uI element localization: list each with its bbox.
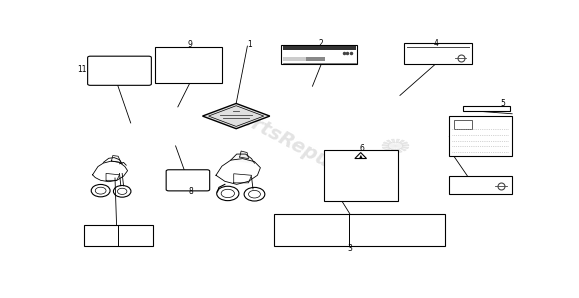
Text: 3: 3 xyxy=(347,244,352,253)
Polygon shape xyxy=(203,103,270,129)
Text: PartsRepublik: PartsRepublik xyxy=(225,102,368,190)
Text: 11: 11 xyxy=(77,65,87,74)
Polygon shape xyxy=(355,153,367,159)
Bar xyxy=(281,45,357,64)
Wedge shape xyxy=(395,142,408,146)
Text: 2: 2 xyxy=(318,39,323,48)
Bar xyxy=(283,57,306,61)
Wedge shape xyxy=(395,146,402,153)
Polygon shape xyxy=(231,154,254,163)
Bar xyxy=(283,57,325,61)
Text: 8: 8 xyxy=(189,187,193,196)
Wedge shape xyxy=(386,140,395,146)
Wedge shape xyxy=(395,146,406,151)
FancyBboxPatch shape xyxy=(166,170,210,191)
Bar xyxy=(283,46,356,50)
Wedge shape xyxy=(382,146,395,149)
Polygon shape xyxy=(240,151,248,159)
Wedge shape xyxy=(395,145,409,146)
Bar xyxy=(274,214,445,246)
Bar xyxy=(324,150,398,201)
Text: 1: 1 xyxy=(247,41,252,49)
Circle shape xyxy=(389,142,402,150)
Wedge shape xyxy=(395,139,400,146)
Text: 4: 4 xyxy=(434,39,438,48)
Bar xyxy=(83,225,153,246)
Bar xyxy=(463,105,510,111)
FancyBboxPatch shape xyxy=(87,56,151,85)
Bar xyxy=(454,119,472,129)
Text: 6: 6 xyxy=(360,144,364,153)
Polygon shape xyxy=(111,156,121,162)
Wedge shape xyxy=(382,145,395,146)
Text: 5: 5 xyxy=(501,99,505,108)
Bar xyxy=(449,176,512,194)
Text: 9: 9 xyxy=(188,41,192,49)
Text: ▲: ▲ xyxy=(359,153,362,159)
Bar xyxy=(449,116,512,156)
Bar xyxy=(155,47,222,83)
Bar xyxy=(404,43,472,64)
Wedge shape xyxy=(383,142,395,146)
Wedge shape xyxy=(384,146,395,151)
Wedge shape xyxy=(389,146,395,153)
Wedge shape xyxy=(394,146,397,153)
Wedge shape xyxy=(395,146,409,149)
Wedge shape xyxy=(395,140,405,146)
Wedge shape xyxy=(391,139,395,146)
